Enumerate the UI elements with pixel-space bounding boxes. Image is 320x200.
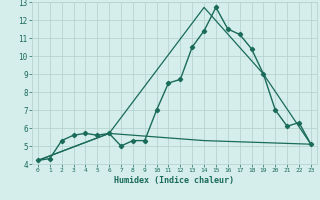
X-axis label: Humidex (Indice chaleur): Humidex (Indice chaleur) bbox=[115, 176, 234, 185]
